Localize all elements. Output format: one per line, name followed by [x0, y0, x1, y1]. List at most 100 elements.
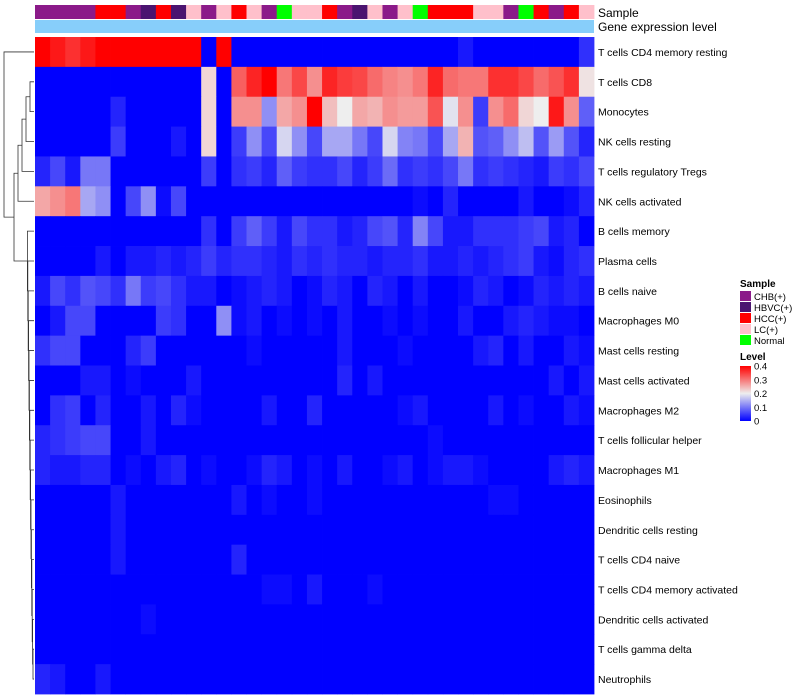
dendrogram-branch	[31, 589, 34, 643]
heatmap-cell	[201, 514, 217, 546]
heatmap-cell	[170, 186, 187, 217]
heatmap-cell	[578, 216, 595, 247]
legend-label: LC(+)	[754, 325, 778, 336]
heatmap-cell	[261, 305, 278, 337]
heatmap-cell	[533, 544, 550, 575]
heatmap-cell	[186, 664, 202, 695]
heatmap-cell	[231, 664, 247, 695]
heatmap-cell	[50, 275, 66, 307]
legend-swatch	[740, 313, 751, 323]
heatmap-cell	[518, 335, 534, 366]
heatmap-cell	[322, 246, 338, 277]
heatmap-cell	[261, 126, 278, 157]
heatmap-cell	[261, 365, 278, 396]
heatmap-cell	[427, 156, 444, 187]
row-label: T cells CD4 memory resting	[598, 47, 727, 59]
heatmap-cell	[261, 156, 278, 187]
heatmap-cell	[95, 305, 111, 337]
heatmap-cell	[503, 305, 519, 337]
heatmap-cell	[458, 484, 474, 516]
heatmap-cell	[563, 634, 580, 665]
heatmap-cell	[412, 514, 429, 546]
heatmap-cell	[367, 365, 383, 396]
heatmap-cell	[352, 484, 368, 516]
heatmap-cell	[488, 335, 504, 366]
heatmap-cell	[65, 335, 81, 366]
sample-annotation-cell	[291, 5, 308, 19]
heatmap-cell	[442, 425, 459, 456]
legend-tick-label: 0.1	[754, 403, 767, 414]
heatmap-cell	[397, 37, 414, 68]
heatmap-cell	[65, 455, 81, 486]
heatmap-cell	[170, 305, 187, 337]
dendrogram-branch	[3, 51, 34, 218]
heatmap-cell	[397, 604, 414, 635]
heatmap-cell	[201, 604, 217, 635]
heatmap-cell	[578, 514, 595, 546]
heatmap-cell	[382, 664, 398, 695]
heatmap-cell	[261, 66, 278, 98]
heatmap-cell	[578, 664, 595, 695]
heatmap-cell	[533, 126, 550, 157]
legend-swatch	[740, 335, 751, 345]
heatmap-cell	[563, 305, 580, 337]
heatmap-cell	[382, 37, 398, 68]
heatmap-cell	[397, 126, 414, 157]
heatmap-cell	[155, 604, 172, 635]
heatmap-cell	[563, 335, 580, 366]
heatmap-cell	[110, 425, 127, 456]
heatmap-cell	[276, 664, 293, 695]
heatmap-cell	[276, 574, 293, 605]
heatmap-cell	[35, 66, 51, 98]
heatmap-cell	[186, 634, 202, 665]
heatmap-cell	[80, 335, 96, 366]
heatmap-cell	[518, 96, 534, 127]
heatmap-cell	[170, 395, 187, 426]
heatmap-cell	[578, 126, 595, 157]
heatmap-cell	[261, 246, 278, 277]
heatmap-cell	[442, 664, 459, 695]
heatmap-cell	[125, 604, 142, 635]
heatmap-cell	[155, 96, 172, 127]
heatmap-cell	[412, 156, 429, 187]
heatmap-cell	[548, 604, 565, 635]
legend-tick-label: 0.2	[754, 389, 767, 400]
heatmap-cell	[110, 156, 127, 187]
heatmap-cell	[306, 514, 323, 546]
heatmap-cell	[80, 425, 96, 456]
heatmap-cell	[306, 246, 323, 277]
heatmap-cell	[65, 514, 81, 546]
heatmap-cell	[125, 305, 142, 337]
heatmap-cell	[427, 37, 444, 68]
heatmap-cell	[140, 425, 157, 456]
heatmap-cell	[397, 395, 414, 426]
heatmap-cell	[110, 96, 127, 127]
heatmap-cell	[201, 156, 217, 187]
heatmap-cell	[246, 484, 263, 516]
heatmap-cell	[442, 66, 459, 98]
heatmap-cell	[563, 664, 580, 695]
heatmap-cell	[427, 544, 444, 575]
heatmap-cell	[518, 514, 534, 546]
heatmap-cell	[170, 335, 187, 366]
heatmap-cell	[382, 186, 398, 217]
legend-swatch	[740, 324, 751, 334]
sample-annotation-cell	[201, 5, 217, 19]
heatmap-cell	[518, 216, 534, 247]
heatmap-cell	[276, 66, 293, 98]
heatmap-cell	[488, 275, 504, 307]
heatmap-cell	[533, 216, 550, 247]
heatmap-cell	[412, 634, 429, 665]
heatmap-cell	[110, 514, 127, 546]
heatmap-cell	[170, 275, 187, 307]
heatmap-cell	[473, 216, 489, 247]
heatmap-cell	[548, 544, 565, 575]
heatmap-cell	[427, 186, 444, 217]
heatmap-cell	[110, 664, 127, 695]
heatmap-cell	[397, 156, 414, 187]
sample-annotation-cell	[548, 5, 565, 19]
heatmap-cell	[276, 455, 293, 486]
heatmap-cell	[35, 186, 51, 217]
heatmap-cell	[186, 574, 202, 605]
heatmap-cell	[35, 305, 51, 337]
